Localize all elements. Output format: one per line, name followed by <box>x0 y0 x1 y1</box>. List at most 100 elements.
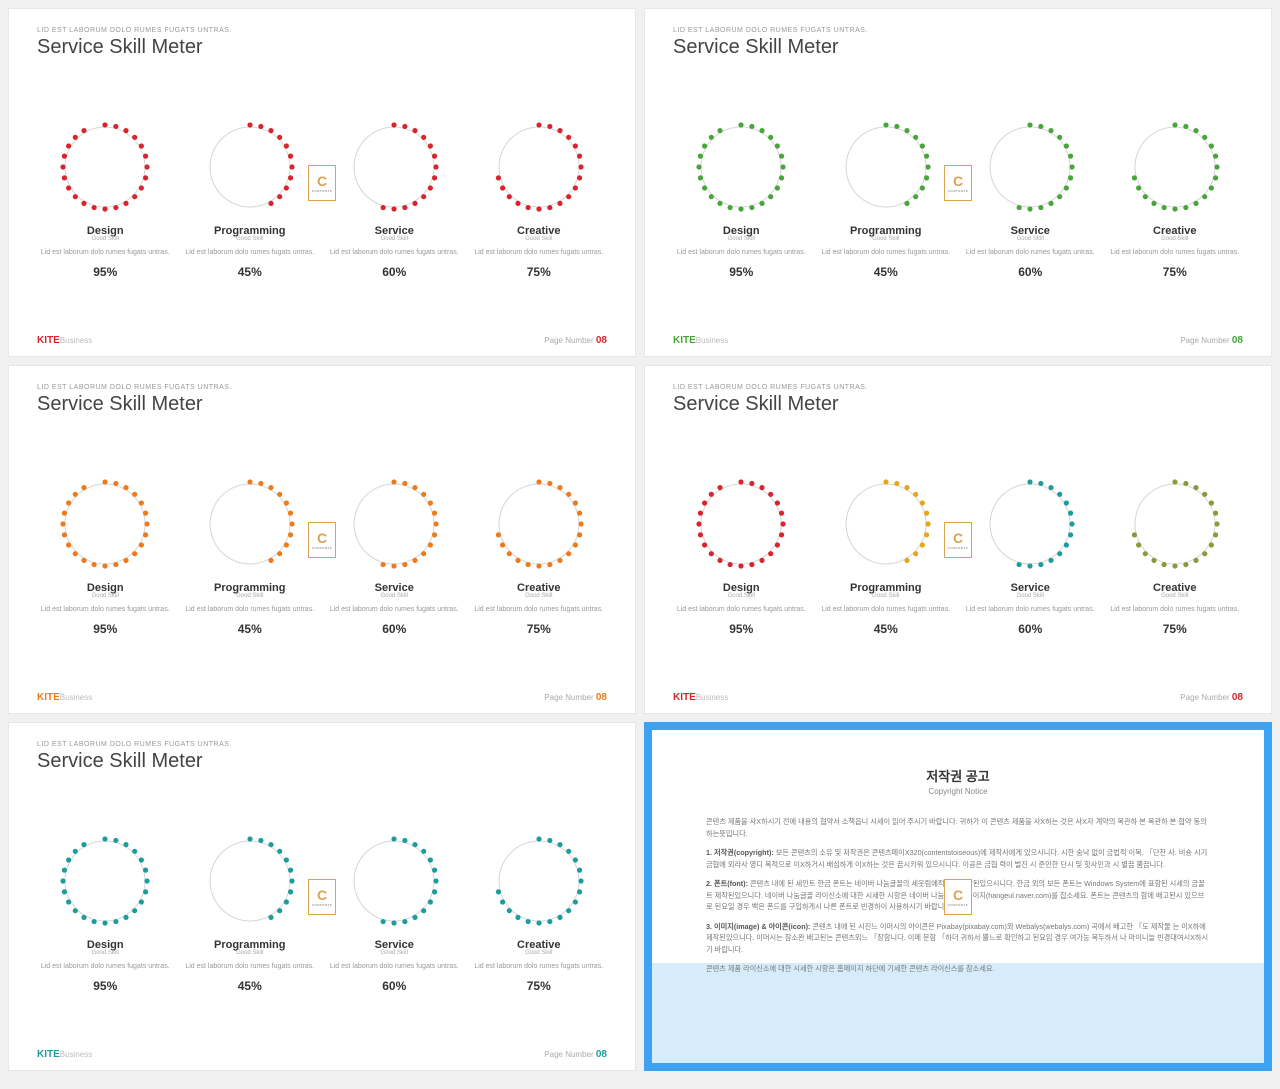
meter-dot <box>573 185 578 190</box>
eyebrow: LID EST LABORUM DOLO RUMES FUGATS UNTRAS… <box>673 384 1243 391</box>
page-number-block: Page Number 08 <box>1180 687 1243 705</box>
skill-meter: Service Good Skill Lid est laborum dolo … <box>326 119 463 279</box>
meter-dot <box>428 857 433 862</box>
meter-dot <box>775 542 780 547</box>
meter-dot <box>434 878 439 883</box>
meter-dot <box>62 868 67 873</box>
page-title: Service Skill Meter <box>37 36 607 59</box>
skill-sublabel: Good Skill <box>182 593 319 599</box>
meter-dot <box>698 175 703 180</box>
meter-dot <box>139 185 144 190</box>
content-badge: C CONTENTS <box>944 165 972 201</box>
meter-dot <box>103 920 108 925</box>
meter-dot <box>62 175 67 180</box>
meter-dot <box>1064 185 1069 190</box>
page-title: Service Skill Meter <box>37 393 607 416</box>
skill-meter-svg <box>57 119 153 215</box>
meter-dot <box>577 889 582 894</box>
slide-footer: KITEBusiness Page Number 08 <box>673 687 1243 705</box>
meter-dot <box>500 899 505 904</box>
meter-dot <box>1142 194 1147 199</box>
slide-footer: KITEBusiness Page Number 08 <box>37 687 607 705</box>
meter-dot <box>413 842 418 847</box>
meter-dot <box>66 857 71 862</box>
skill-meter-svg <box>838 476 934 572</box>
skill-percent: 45% <box>818 622 955 636</box>
meter-dot <box>697 521 702 526</box>
meter-dot <box>143 175 148 180</box>
meter-dot <box>515 558 520 563</box>
meter-dot <box>750 562 755 567</box>
slide: LID EST LABORUM DOLO RUMES FUGATS UNTRAS… <box>644 365 1272 714</box>
meter-dot <box>1064 143 1069 148</box>
meter-dot <box>750 205 755 210</box>
meter-dot <box>739 122 744 127</box>
meter-dot <box>1068 175 1073 180</box>
meter-dot <box>132 492 137 497</box>
meter-dot <box>728 205 733 210</box>
meter-dot <box>421 135 426 140</box>
meter-dot <box>1183 562 1188 567</box>
skill-meter: Service Good Skill Lid est laborum dolo … <box>962 119 1099 279</box>
meter-dot <box>432 868 437 873</box>
meter-dot <box>894 481 899 486</box>
page-number: 08 <box>596 1049 607 1060</box>
meter-dot <box>1213 154 1218 159</box>
meter-dot <box>268 128 273 133</box>
meter-dot <box>381 205 386 210</box>
skill-meter: Design Good Skill Lid est laborum dolo r… <box>37 476 174 636</box>
meter-dot <box>247 836 252 841</box>
meter-dot <box>1136 542 1141 547</box>
meter-dot <box>496 532 501 537</box>
meter-dot <box>750 481 755 486</box>
page-number-label: Page Number <box>544 1050 596 1059</box>
meter-dot <box>82 485 87 490</box>
meter-dot <box>920 500 925 505</box>
meter-dot <box>547 838 552 843</box>
meter-dot <box>289 521 294 526</box>
meter-dot <box>913 492 918 497</box>
skill-meter-svg <box>838 119 934 215</box>
meter-dot <box>139 500 144 505</box>
meter-dot <box>536 920 541 925</box>
page-number: 08 <box>1232 335 1243 346</box>
skill-meter: Programming Good Skill Lid est laborum d… <box>182 119 319 279</box>
meter-dot <box>781 164 786 169</box>
skill-sublabel: Good Skill <box>326 236 463 242</box>
meter-dot <box>1070 521 1075 526</box>
meter-dot <box>702 185 707 190</box>
meter-dot <box>114 481 119 486</box>
meter-dot <box>924 154 929 159</box>
skill-desc: Lid est laborum dolo rumes fugats untras… <box>182 605 319 614</box>
meter-dot <box>496 175 501 180</box>
meter-dot <box>403 205 408 210</box>
meter-dot <box>1172 122 1177 127</box>
skill-desc: Lid est laborum dolo rumes fugats untras… <box>37 248 174 257</box>
skill-percent: 45% <box>182 265 319 279</box>
skill-meter-svg <box>491 119 587 215</box>
skill-sublabel: Good Skill <box>673 593 810 599</box>
skill-percent: 75% <box>471 265 608 279</box>
meter-dot <box>61 521 66 526</box>
meter-dot <box>1017 562 1022 567</box>
eyebrow: LID EST LABORUM DOLO RUMES FUGATS UNTRAS… <box>673 27 1243 34</box>
skill-meter-svg <box>202 476 298 572</box>
meter-dot <box>779 511 784 516</box>
meter-dot <box>143 889 148 894</box>
skill-desc: Lid est laborum dolo rumes fugats untras… <box>818 248 955 257</box>
meter-dot <box>1183 481 1188 486</box>
meter-dot <box>82 128 87 133</box>
meter-dot <box>573 542 578 547</box>
meter-dot <box>1049 201 1054 206</box>
meter-dot <box>132 135 137 140</box>
meter-dot <box>124 558 129 563</box>
meter-dot <box>403 124 408 129</box>
meter-dot <box>536 122 541 127</box>
skill-meter: Design Good Skill Lid est laborum dolo r… <box>37 833 174 993</box>
meter-dot <box>728 562 733 567</box>
skill-percent: 45% <box>182 979 319 993</box>
brand: KITEBusiness <box>673 687 728 705</box>
brand-business: Business <box>60 693 92 702</box>
meter-dot <box>557 558 562 563</box>
meter-dot <box>139 542 144 547</box>
